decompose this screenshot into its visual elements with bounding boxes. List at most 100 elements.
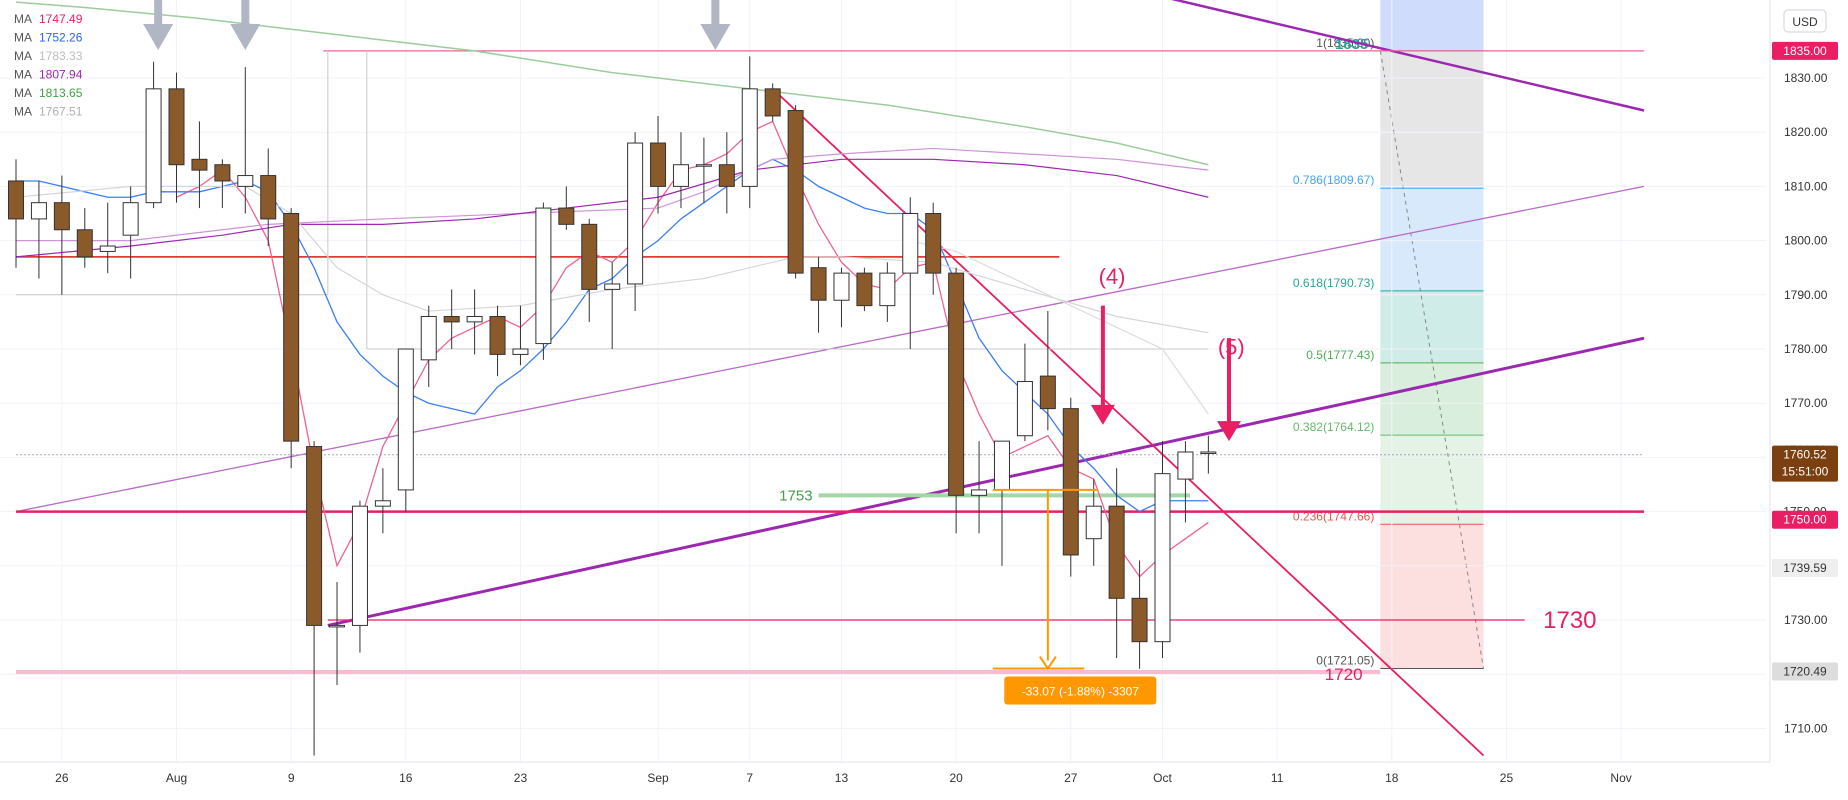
fib-band [1380,362,1484,436]
price-tag[interactable] [1772,41,1838,60]
candle-body[interactable] [374,500,391,507]
fib-level-label: 0.618(1790.73) [1293,276,1374,290]
candle-body[interactable] [397,348,414,491]
candles[interactable] [8,56,1217,756]
price-tag[interactable] [1772,510,1838,529]
currency-label: USD [1792,15,1818,29]
price-tag[interactable] [1772,445,1838,482]
candle-body[interactable] [1039,375,1056,410]
moving-average-line [176,120,1209,578]
candle-body[interactable] [512,348,529,355]
time-tick-label: 18 [1385,771,1399,785]
candle-body[interactable] [1062,408,1079,556]
candle-body[interactable] [489,315,506,355]
top-arrow-head [230,24,261,50]
candle-body[interactable] [718,164,735,187]
candle-body[interactable] [99,245,116,252]
candle-body[interactable] [627,142,644,285]
trendline[interactable] [1071,0,1645,112]
candle-body[interactable] [650,142,667,187]
candle-body[interactable] [466,315,483,323]
time-axis[interactable]: 26 Aug 9 16 23 Sep 7 13 20 27 Oct 11 18 25 Nov [0,761,1770,785]
candle-body[interactable] [672,164,689,187]
trendline[interactable] [772,88,1485,757]
price-tag[interactable] [1772,662,1838,681]
ma-legend-value: 1783.33 [39,49,83,63]
price-tag-label: 1720.49 [1783,665,1827,679]
candle-body[interactable] [283,213,300,442]
fib-level-label: 0.5(1777.43) [1306,348,1374,362]
fib-band [1380,0,1484,51]
wave-label: (5) [1218,334,1245,359]
ma-legend-value: 1767.51 [39,105,83,119]
fib-level-label: 0(1721.05) [1316,654,1374,668]
price-tag[interactable] [1772,559,1838,578]
annotations[interactable]: (4) (5) 1730 1720 -33.07 (-1.88%) -3307 [143,0,1597,705]
price-tag-label: 1750.00 [1783,513,1827,527]
candle-body[interactable] [76,229,93,258]
candle-body[interactable] [741,88,758,187]
candle-body[interactable] [260,175,277,220]
candle-body[interactable] [306,446,323,626]
top-arrow-head [143,24,174,50]
candle-body[interactable] [856,272,873,307]
fib-level-label: 1(1835.00) [1316,36,1374,50]
candle-body[interactable] [535,207,552,345]
candle-body[interactable] [810,267,827,301]
candle-body[interactable] [1085,505,1102,540]
candle-body[interactable] [1131,597,1148,643]
candle-body[interactable] [902,213,919,274]
trendlines[interactable]: 1753 [15,0,1645,757]
candle-body[interactable] [53,202,70,231]
candle-body[interactable] [351,505,368,626]
candle-body[interactable] [168,88,185,166]
candle-body[interactable] [1154,473,1171,643]
price-axis[interactable]: 1710.001720.001730.001740.001750.001760.… [1769,0,1838,762]
candle-body[interactable] [764,88,781,117]
candle-body[interactable] [1177,451,1194,480]
candle-body[interactable] [971,489,988,496]
top-arrow-shaft [241,0,250,26]
candle-body[interactable] [695,164,712,167]
candle-body[interactable] [191,158,208,171]
candle-body[interactable] [787,110,804,274]
fib-band [1380,290,1484,363]
candle-body[interactable] [948,272,965,496]
wave-arrow-head [1216,421,1241,442]
candle-body[interactable] [879,272,896,307]
candle-body[interactable] [1108,505,1125,599]
fibonacci-retracement[interactable]: 1(1835.00) 0.786(1809.67) 0.618(1790.73) 0.… [1293,0,1485,670]
candle-body[interactable] [581,223,598,290]
time-tick-label: Nov [1610,771,1631,785]
candle-body[interactable] [443,315,460,323]
candle-body[interactable] [993,440,1010,491]
candle-body[interactable] [122,202,139,236]
candle-body[interactable] [30,202,47,220]
candle-body[interactable] [329,624,346,628]
trendline[interactable] [327,336,1645,627]
ma-legend-value: 1747.49 [39,12,83,26]
top-arrow-shaft [154,0,163,26]
measure-label-bg[interactable] [1004,676,1157,705]
candle-body[interactable] [145,88,162,204]
wave-arrow-head [1090,404,1115,425]
price-tick-label: 1820.00 [1784,125,1828,139]
candle-body[interactable] [420,315,437,361]
candle-body[interactable] [8,180,24,220]
price-tick-label: 1730.00 [1784,613,1828,627]
candle-body[interactable] [237,175,254,187]
candle-body[interactable] [214,164,231,182]
candle-body[interactable] [558,207,575,225]
candle-body[interactable] [833,272,850,301]
candle-body[interactable] [604,283,621,290]
ma-legend-label: MA [14,31,32,45]
candle-body[interactable] [1200,451,1217,454]
candle-body[interactable] [925,213,942,274]
price-tag-label: 1835.00 [1783,44,1827,58]
currency-badge[interactable] [1783,9,1827,33]
price-tick-label: 1710.00 [1784,721,1828,735]
candle-body[interactable] [1016,381,1033,437]
support-1753-label: 1753 [779,487,812,504]
